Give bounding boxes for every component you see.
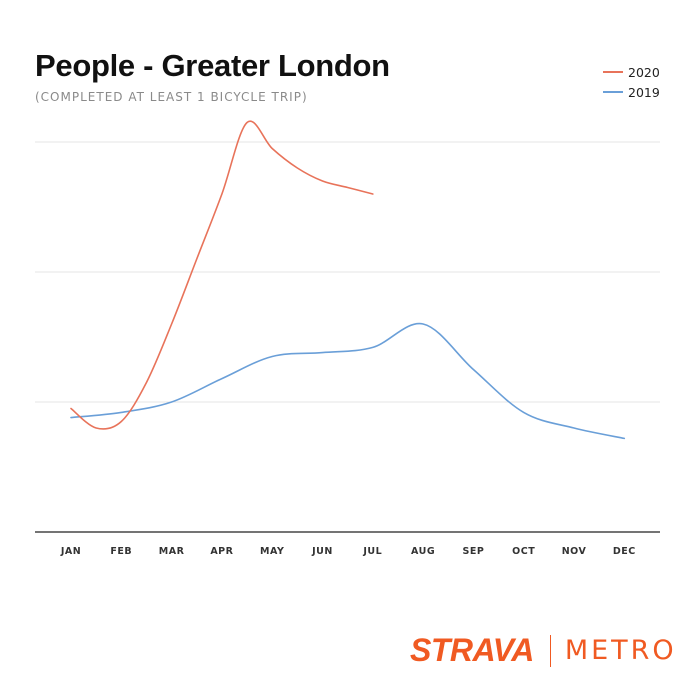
x-tick-label-jul: JUL (362, 546, 382, 557)
legend-swatch-2019 (603, 91, 623, 93)
chart-subtitle: (COMPLETED AT LEAST 1 BICYCLE TRIP) (35, 90, 308, 104)
brand-strava: STRAVA (410, 632, 534, 668)
brand-divider (549, 634, 551, 667)
legend-label-2020: 2020 (628, 64, 660, 80)
x-tick-label-mar: MAR (159, 546, 185, 557)
x-tick-label-dec: DEC (613, 546, 636, 557)
x-tick-label-oct: OCT (512, 546, 535, 557)
x-tick-label-jan: JAN (60, 546, 81, 557)
x-tick-label-jun: JUN (311, 546, 333, 557)
x-tick-label-aug: AUG (411, 546, 435, 557)
x-tick-label-feb: FEB (110, 546, 132, 557)
legend-swatch-2020 (603, 71, 623, 73)
series-line-2020 (70, 120, 374, 430)
x-tick-label-may: MAY (260, 546, 284, 557)
x-tick-label-sep: SEP (463, 546, 485, 557)
brand-metro: METRO (564, 635, 677, 666)
series-line-2019 (70, 322, 626, 440)
chart-title: People - Greater London (35, 48, 390, 83)
legend-item-2019: 2019 (603, 82, 660, 102)
legend: 2020 2019 (603, 62, 660, 102)
legend-label-2019: 2019 (628, 84, 660, 100)
x-tick-label-nov: NOV (562, 546, 587, 557)
x-tick-label-apr: APR (210, 546, 233, 557)
legend-item-2020: 2020 (603, 62, 660, 82)
strava-metro-logo: STRAVA METRO (410, 632, 677, 669)
